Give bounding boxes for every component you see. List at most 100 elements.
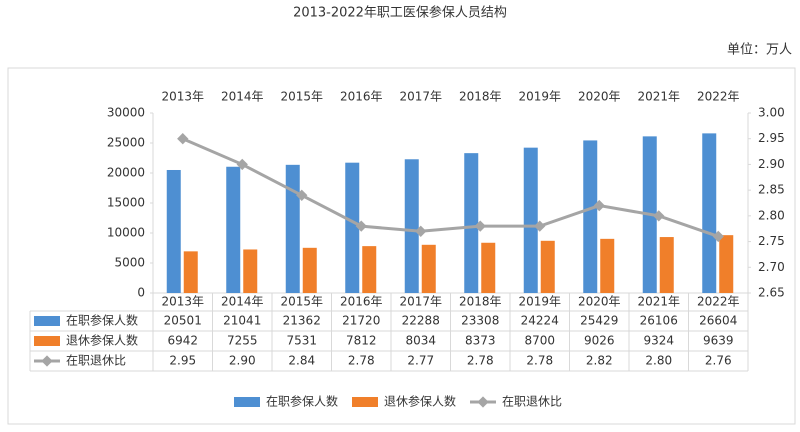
bar <box>285 164 300 293</box>
table-cell: 9324 <box>643 334 674 348</box>
marker <box>415 225 427 237</box>
y-tick-label: 15000 <box>107 196 145 210</box>
table-cell: 2.80 <box>645 354 672 368</box>
table-cell: 2.84 <box>288 354 315 368</box>
table-cell: 8700 <box>524 334 555 348</box>
y2-tick-label: 2.65 <box>758 286 785 300</box>
marker <box>296 189 308 201</box>
x-tick-label-top: 2021年 <box>637 90 680 104</box>
table-cell: 9026 <box>584 334 615 348</box>
x-tick-label-top: 2020年 <box>578 90 621 104</box>
marker <box>355 220 367 232</box>
bar <box>421 244 436 293</box>
bar <box>702 133 717 293</box>
table-cell: 23308 <box>461 314 499 328</box>
y2-tick-label: 2.85 <box>758 183 785 197</box>
table-cell: 2.90 <box>229 354 256 368</box>
chart-frame <box>7 67 796 425</box>
table-header: 2016年 <box>340 295 383 309</box>
table-legend-key <box>34 336 60 346</box>
table-header: 2018年 <box>459 295 502 309</box>
y-tick-label: 5000 <box>114 256 145 270</box>
bar <box>166 169 181 293</box>
marker <box>177 133 189 145</box>
table-row-label: 退休参保人数 <box>66 333 138 348</box>
table-cell: 26604 <box>699 314 737 328</box>
bar <box>302 247 317 293</box>
table-cell: 7531 <box>286 334 317 348</box>
legend-key <box>234 397 260 407</box>
bar <box>719 235 734 293</box>
y2-tick-label: 2.75 <box>758 234 785 248</box>
table-cell: 25429 <box>580 314 618 328</box>
legend-key <box>477 396 489 408</box>
bar <box>226 166 241 293</box>
table-row-label: 在职退休比 <box>66 354 126 368</box>
bar <box>345 162 360 293</box>
marker <box>653 210 665 222</box>
y2-tick-label: 2.70 <box>758 260 785 274</box>
y-tick-label: 30000 <box>107 106 145 120</box>
table-header: 2017年 <box>399 295 442 309</box>
legend-key <box>352 397 378 407</box>
bar <box>523 147 538 293</box>
marker <box>534 220 546 232</box>
bar <box>583 140 598 293</box>
table-header: 2015年 <box>280 295 323 309</box>
bar <box>659 237 674 293</box>
x-tick-label-top: 2014年 <box>221 90 264 104</box>
table-legend-key <box>34 316 60 326</box>
bar <box>362 246 377 293</box>
table-cell: 8034 <box>405 334 436 348</box>
table-cell: 7255 <box>227 334 258 348</box>
table-header: 2013年 <box>161 295 204 309</box>
table-cell: 21362 <box>283 314 321 328</box>
y2-tick-label: 2.90 <box>758 157 785 171</box>
x-tick-label-top: 2017年 <box>399 90 442 104</box>
table-cell: 2.78 <box>348 354 375 368</box>
x-tick-label-top: 2016年 <box>340 90 383 104</box>
bar <box>464 153 479 293</box>
table-cell: 21720 <box>342 314 380 328</box>
line <box>182 137 719 238</box>
table-cell: 2.78 <box>467 354 494 368</box>
marker <box>474 220 486 232</box>
table-cell: 24224 <box>521 314 559 328</box>
table-cell: 2.76 <box>705 354 732 368</box>
legend-label: 在职退休比 <box>502 395 562 409</box>
bar <box>540 240 555 293</box>
table-cell: 22288 <box>402 314 440 328</box>
bar <box>183 251 198 293</box>
x-tick-label-top: 2018年 <box>459 90 502 104</box>
table-cell: 7812 <box>346 334 377 348</box>
x-tick-label-top: 2015年 <box>280 90 323 104</box>
table-cell: 2.95 <box>169 354 196 368</box>
bar <box>243 249 258 293</box>
y2-tick-label: 2.80 <box>758 208 785 222</box>
table-header: 2021年 <box>637 295 680 309</box>
marker <box>236 158 248 171</box>
bar <box>600 238 615 293</box>
x-tick-label-top: 2013年 <box>161 90 204 104</box>
y-tick-label: 10000 <box>107 226 145 240</box>
table-cell: 2.82 <box>586 354 613 368</box>
table-cell: 2.78 <box>526 354 553 368</box>
y-tick-label: 0 <box>137 286 145 300</box>
marker <box>593 199 605 212</box>
y-tick-label: 25000 <box>107 136 145 150</box>
bar <box>481 242 496 293</box>
table-header: 2014年 <box>221 295 264 309</box>
y-tick-label: 20000 <box>107 166 145 180</box>
table-legend-key <box>41 355 53 367</box>
table-header: 2022年 <box>697 295 740 309</box>
legend-label: 退休参保人数 <box>384 394 456 409</box>
table-cell: 8373 <box>465 334 496 348</box>
unit-label: 单位：万人 <box>727 43 792 58</box>
x-tick-label-top: 2019年 <box>518 90 561 104</box>
table-header: 2020年 <box>578 295 621 309</box>
table-cell: 26106 <box>640 314 678 328</box>
table-row-label: 在职参保人数 <box>66 313 138 328</box>
x-tick-label-top: 2022年 <box>697 90 740 104</box>
table-cell: 9639 <box>703 334 734 348</box>
